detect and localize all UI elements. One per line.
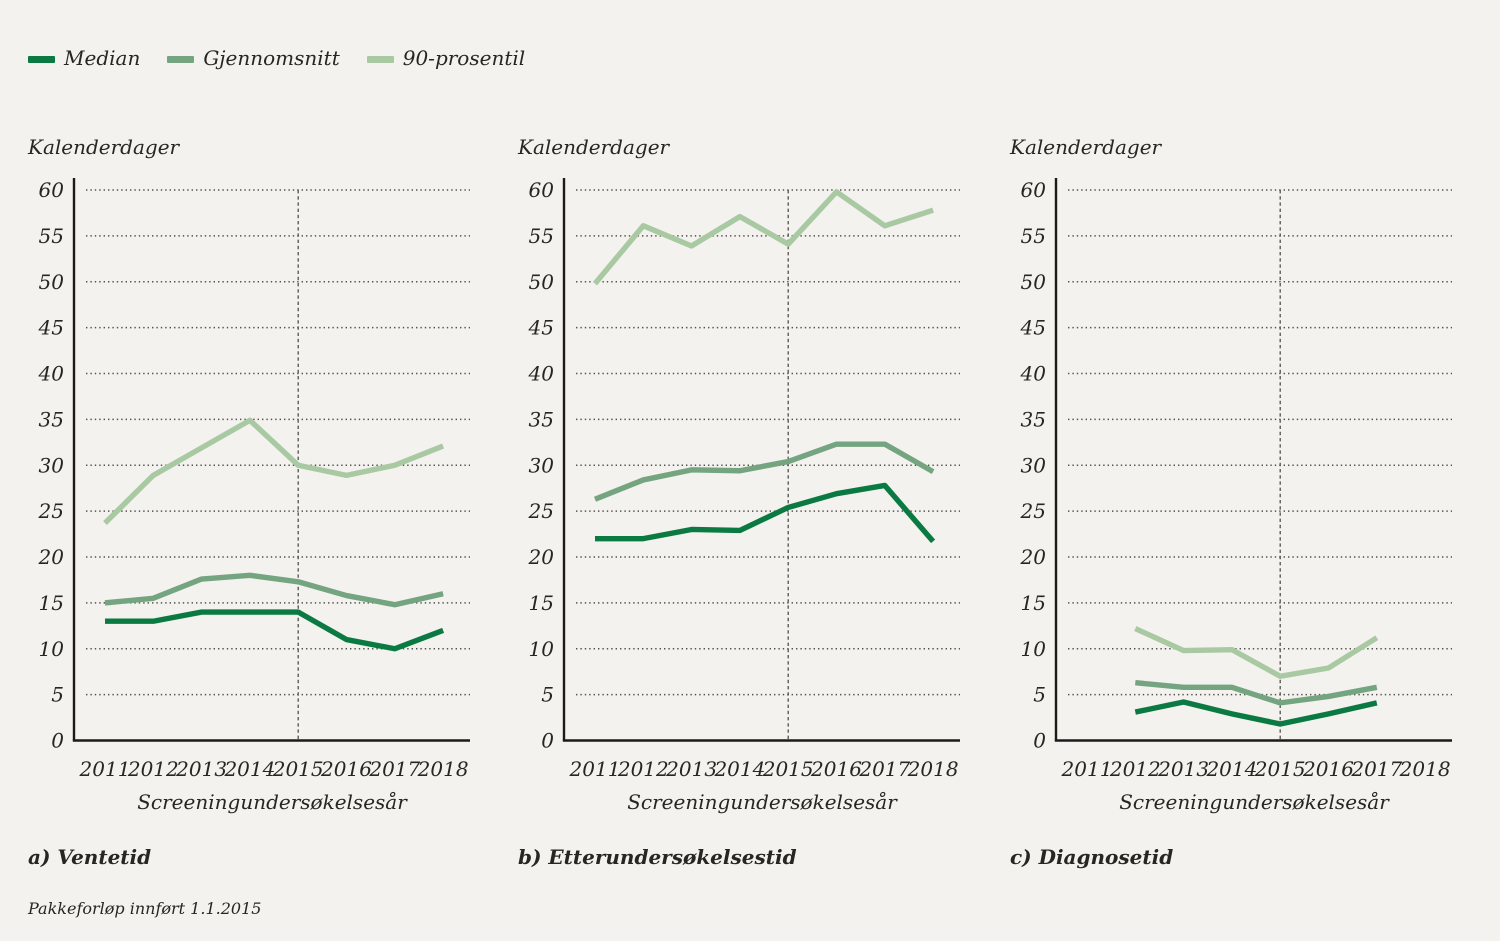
median-line	[595, 482, 936, 544]
x-tick-label-2018: 2018	[1399, 757, 1451, 781]
y-tick-label-20: 20	[38, 545, 65, 569]
gjennomsnitt-line	[1135, 680, 1378, 706]
legend-item-90-prosentil: 90-prosentil	[366, 46, 526, 70]
x-tick-label-2017: 2017	[858, 757, 910, 781]
x-tick-label-2014: 2014	[223, 757, 275, 781]
x-tick-label-2018: 2018	[417, 757, 469, 781]
y-tick-label-40: 40	[38, 362, 65, 386]
x-tick-label-2012: 2012	[127, 757, 179, 781]
footnote: Pakkeforløp innført 1.1.2015	[28, 899, 262, 918]
90-prosentil-line-swatch	[366, 55, 394, 63]
x-tick-label-2017: 2017	[1350, 757, 1402, 781]
gjennomsnitt-line	[593, 441, 935, 502]
y-tick-label-50: 50	[529, 270, 555, 294]
y-tick-label-30: 30	[1021, 453, 1047, 477]
median-line-swatch	[28, 55, 55, 63]
y-tick-label-55: 55	[39, 224, 64, 248]
y-tick-label-35: 35	[1021, 407, 1046, 431]
x-tick-label-2011: 2011	[569, 757, 621, 781]
gjennomsnitt-line	[104, 572, 444, 608]
x-axis-title: Screeningundersøkelsesår	[1119, 790, 1390, 814]
y-tick-label-10: 10	[39, 637, 65, 661]
y-tick-label-40: 40	[528, 362, 555, 386]
panel-title-a: a) Ventetid	[28, 845, 152, 869]
y-axis-title-panel-c: Kalenderdager	[1010, 135, 1162, 159]
median-line	[105, 609, 445, 652]
legend: Median Gjennomsnitt 90-prosentil	[28, 48, 525, 70]
y-tick-label-0: 0	[541, 729, 554, 753]
x-tick-label-2015: 2015	[272, 757, 324, 781]
y-tick-label-25: 25	[38, 499, 64, 523]
y-tick-label-50: 50	[39, 270, 65, 294]
y-tick-label-5: 5	[541, 683, 554, 707]
x-tick-label-2015: 2015	[1254, 757, 1306, 781]
x-axis-title: Screeningundersøkelsesår	[627, 790, 898, 814]
y-tick-label-25: 25	[1020, 499, 1046, 523]
y-tick-label-20: 20	[528, 545, 555, 569]
x-axis-title: Screeningundersøkelsesår	[137, 790, 408, 814]
x-tick-label-2018: 2018	[907, 757, 959, 781]
y-tick-label-25: 25	[528, 499, 554, 523]
legend-label-gjennomsnitt: Gjennomsnitt	[203, 46, 340, 70]
y-tick-label-55: 55	[1021, 224, 1046, 248]
x-tick-label-2013: 2013	[175, 757, 227, 781]
y-tick-label-45: 45	[38, 316, 64, 340]
y-tick-label-20: 20	[1020, 545, 1047, 569]
x-tick-label-2015: 2015	[762, 757, 814, 781]
y-tick-label-15: 15	[529, 591, 554, 615]
y-tick-label-15: 15	[1021, 591, 1046, 615]
gjennomsnitt-line-swatch	[167, 55, 195, 63]
panel-title-c: c) Diagnosetid	[1010, 845, 1174, 869]
line-chart-ventetid: 0 5 10 15 20 25 30 35 40 45 50 55 60 2011201220132014…	[38, 178, 470, 814]
y-tick-label-45: 45	[1020, 316, 1046, 340]
x-tick-label-2014: 2014	[1205, 757, 1257, 781]
y-tick-label-35: 35	[529, 407, 554, 431]
y-tick-label-50: 50	[1021, 270, 1047, 294]
x-tick-label-2012: 2012	[617, 757, 669, 781]
line-chart-diagnosetid: 0 5 10 15 20 25 30 35 40 45 50 55 60 2011201220132014…	[1020, 178, 1452, 814]
legend-item-median: Median	[28, 48, 140, 70]
y-tick-label-60: 60	[529, 178, 555, 202]
median-line	[1134, 699, 1378, 727]
y-tick-label-35: 35	[39, 407, 64, 431]
x-tick-label-2014: 2014	[713, 757, 765, 781]
y-tick-label-10: 10	[529, 637, 555, 661]
x-tick-label-2011: 2011	[1061, 757, 1113, 781]
x-tick-label-2012: 2012	[1109, 757, 1161, 781]
90-prosentil-line	[103, 417, 445, 525]
y-axis-title-panel-b: Kalenderdager	[518, 135, 670, 159]
y-tick-label-0: 0	[1033, 729, 1046, 753]
x-tick-label-2016: 2016	[1302, 757, 1354, 781]
y-tick-label-5: 5	[1033, 683, 1046, 707]
legend-item-gjennomsnitt: Gjennomsnitt	[167, 46, 340, 70]
y-tick-label-40: 40	[1020, 362, 1047, 386]
x-tick-label-2016: 2016	[320, 757, 372, 781]
y-tick-label-55: 55	[529, 224, 554, 248]
y-tick-label-30: 30	[39, 453, 65, 477]
y-tick-label-60: 60	[39, 178, 65, 202]
y-tick-label-10: 10	[1021, 637, 1047, 661]
x-tick-label-2011: 2011	[79, 757, 131, 781]
90-prosentil-line	[592, 189, 934, 286]
y-tick-label-15: 15	[39, 591, 64, 615]
legend-label-median: Median	[64, 46, 141, 70]
y-tick-label-0: 0	[51, 729, 64, 753]
90-prosentil-line	[1134, 626, 1379, 679]
x-tick-label-2016: 2016	[810, 757, 862, 781]
y-tick-label-45: 45	[528, 316, 554, 340]
panel-title-b: b) Etterundersøkelsestid	[518, 845, 797, 869]
y-tick-label-5: 5	[51, 683, 64, 707]
x-tick-label-2017: 2017	[368, 757, 420, 781]
y-axis-title-panel-a: Kalenderdager	[28, 135, 180, 159]
x-tick-label-2013: 2013	[665, 757, 717, 781]
line-chart-etterundersokelsestid: 0 5 10 15 20 25 30 35 40 45 50 55 60 2011201220132014…	[528, 178, 960, 814]
y-tick-label-30: 30	[529, 453, 555, 477]
x-tick-label-2013: 2013	[1157, 757, 1209, 781]
y-tick-label-60: 60	[1021, 178, 1047, 202]
legend-label-90-prosentil: 90-prosentil	[402, 46, 526, 70]
